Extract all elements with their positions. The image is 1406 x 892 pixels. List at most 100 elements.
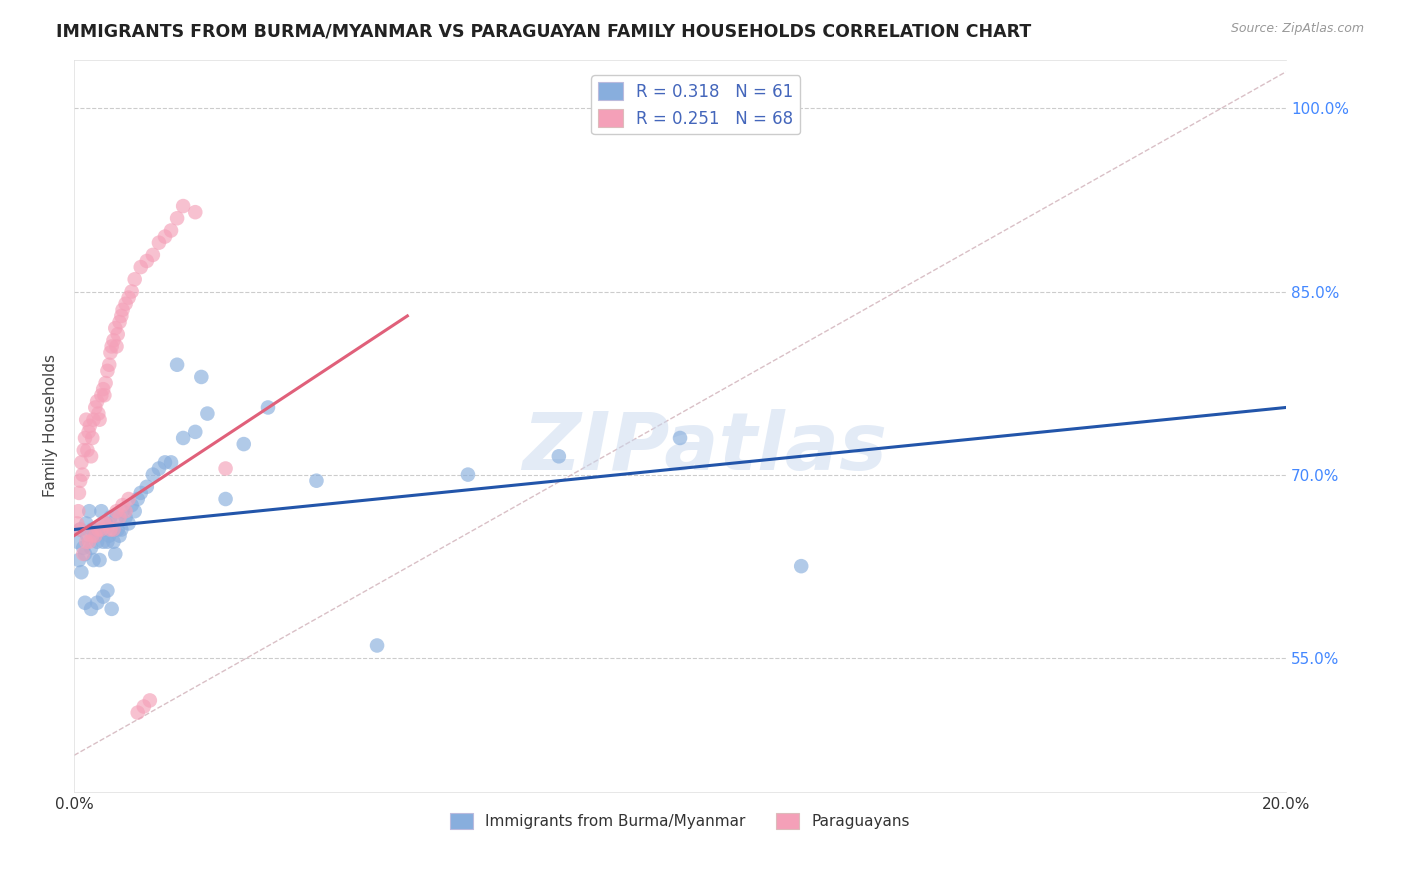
Point [110,309,132,323]
Point [77,534,100,549]
Point [166,358,188,372]
Point [94,376,117,390]
Point [87,523,110,537]
Point [93,388,115,402]
Point [184,205,207,219]
Point [107,327,129,342]
Point [124,504,146,518]
Point [90,388,112,402]
Point [82,523,104,537]
Point [80,450,103,464]
Point [108,528,131,542]
Point [72,547,94,561]
Point [257,401,280,415]
Point [105,504,128,518]
Point [305,474,328,488]
Point [98,528,121,542]
Point [91,382,114,396]
Point [67,504,90,518]
Point [100,602,122,616]
Point [86,394,108,409]
Point [214,461,236,475]
Point [190,370,212,384]
Point [105,339,128,353]
Point [172,431,194,445]
Point [82,553,104,567]
Point [148,461,170,475]
Point [108,510,131,524]
Point [77,425,100,439]
Point [172,199,194,213]
Point [82,528,104,542]
Point [117,291,139,305]
Point [73,431,96,445]
Point [89,553,111,567]
Point [70,455,93,469]
Point [69,474,91,488]
Point [87,523,110,537]
Point [66,534,89,549]
Point [80,602,103,616]
Text: Source: ZipAtlas.com: Source: ZipAtlas.com [1230,22,1364,36]
Point [232,437,254,451]
Text: ZIPatlas: ZIPatlas [522,409,887,487]
Y-axis label: Family Households: Family Households [44,354,58,497]
Point [80,541,103,555]
Point [139,693,162,707]
Point [104,321,127,335]
Point [135,254,157,268]
Point [110,523,132,537]
Point [96,534,118,549]
Point [111,498,134,512]
Text: IMMIGRANTS FROM BURMA/MYANMAR VS PARAGUAYAN FAMILY HOUSEHOLDS CORRELATION CHART: IMMIGRANTS FROM BURMA/MYANMAR VS PARAGUA… [56,22,1032,40]
Point [69,523,91,537]
Point [86,596,108,610]
Point [114,296,136,310]
Point [76,528,98,542]
Point [73,547,96,561]
Point [121,285,143,299]
Legend: Immigrants from Burma/Myanmar, Paraguayans: Immigrants from Burma/Myanmar, Paraguaya… [444,806,915,836]
Point [103,534,125,549]
Point [86,534,108,549]
Point [127,706,149,720]
Point [111,504,134,518]
Point [90,504,112,518]
Point [100,345,122,359]
Point [75,534,97,549]
Point [214,491,236,506]
Point [84,528,107,542]
Point [87,407,110,421]
Point [132,699,155,714]
Point [117,491,139,506]
Point [67,553,90,567]
Point [105,510,128,524]
Point [100,510,122,524]
Point [129,260,152,274]
Point [669,431,692,445]
Point [98,358,121,372]
Point [89,412,111,426]
Point [148,235,170,250]
Point [100,339,122,353]
Point [129,486,152,500]
Point [96,364,118,378]
Point [96,583,118,598]
Point [135,480,157,494]
Point [73,443,96,458]
Point [790,559,813,574]
Point [70,566,93,580]
Point [197,407,219,421]
Point [91,534,114,549]
Point [69,523,91,537]
Point [75,516,97,531]
Point [184,425,207,439]
Point [108,315,131,329]
Point [82,431,104,445]
Point [166,211,188,226]
Point [114,510,136,524]
Point [72,467,94,482]
Point [75,412,97,426]
Point [100,523,122,537]
Point [82,412,104,426]
